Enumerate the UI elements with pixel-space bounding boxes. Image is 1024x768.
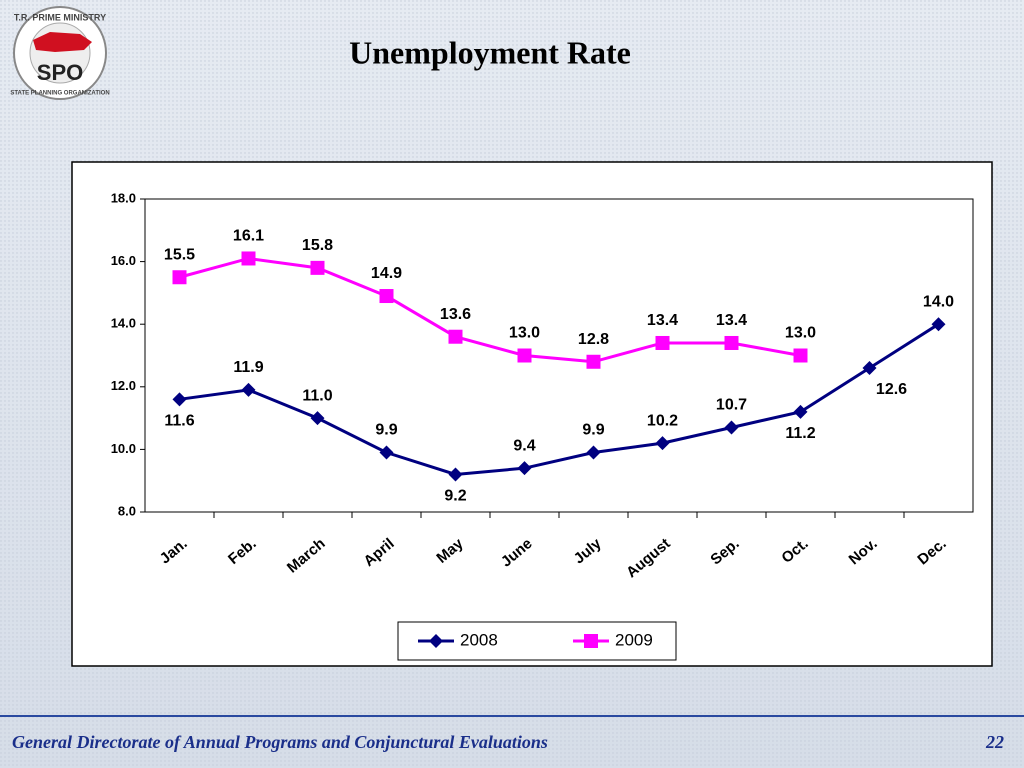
- data-point: [655, 335, 670, 350]
- data-label: 14.0: [923, 293, 954, 310]
- data-label: 9.9: [582, 422, 604, 439]
- data-point: [793, 348, 808, 363]
- data-point: [793, 404, 808, 419]
- data-label: 13.4: [647, 312, 678, 329]
- data-label: 12.6: [876, 381, 907, 398]
- data-point: [931, 317, 946, 332]
- data-point: [448, 467, 463, 482]
- page-number: 22: [985, 732, 1004, 752]
- data-point: [862, 361, 877, 376]
- data-point: [655, 436, 670, 451]
- legend-marker: [584, 634, 598, 648]
- data-point: [310, 260, 325, 275]
- data-label: 16.1: [233, 228, 264, 245]
- y-tick-label: 12.0: [111, 378, 136, 393]
- logo-bottom-text: STATE PLANNING ORGANIZATION: [10, 91, 109, 97]
- data-label: 9.4: [513, 437, 535, 454]
- data-label: 13.6: [440, 306, 471, 323]
- data-point: [241, 382, 256, 397]
- data-label: 11.0: [302, 387, 332, 404]
- logo-top-text: T.R. PRIME MINISTRY: [14, 12, 106, 22]
- data-label: 10.7: [716, 397, 747, 414]
- data-label: 12.8: [578, 331, 609, 348]
- data-point: [586, 445, 601, 460]
- data-point: [172, 270, 187, 285]
- legend-label: 2009: [615, 630, 653, 649]
- data-point: [379, 445, 394, 460]
- slide-title: Unemployment Rate: [349, 34, 631, 70]
- y-tick-label: 10.0: [111, 441, 136, 456]
- data-point: [517, 461, 532, 476]
- legend-marker: [429, 634, 443, 648]
- y-tick-label: 16.0: [111, 253, 136, 268]
- data-point: [517, 348, 532, 363]
- plot-area: [144, 198, 974, 513]
- logo-abbr: SPO: [37, 60, 83, 85]
- y-tick-label: 18.0: [111, 190, 136, 205]
- data-point: [379, 289, 394, 304]
- data-point: [310, 411, 325, 426]
- data-label: 9.2: [444, 488, 466, 505]
- data-label: 15.5: [164, 246, 195, 263]
- data-point: [172, 392, 187, 407]
- data-label: 14.9: [371, 265, 402, 282]
- data-label: 11.6: [164, 413, 194, 430]
- y-tick-label: 14.0: [111, 316, 136, 331]
- footer-text: General Directorate of Annual Programs a…: [12, 732, 548, 752]
- data-point: [448, 329, 463, 344]
- data-point: [586, 354, 601, 369]
- data-label: 11.2: [785, 425, 815, 442]
- logo: T.R. PRIME MINISTRY SPO STATE PLANNING O…: [10, 6, 110, 100]
- data-point: [241, 251, 256, 266]
- data-label: 9.9: [375, 422, 397, 439]
- legend-label: 2008: [460, 630, 498, 649]
- data-label: 11.9: [233, 359, 263, 376]
- data-label: 13.4: [716, 312, 747, 329]
- data-point: [724, 420, 739, 435]
- series-line: [179, 322, 940, 476]
- data-label: 15.8: [302, 237, 333, 254]
- data-label: 13.0: [509, 325, 540, 342]
- logo-map: [33, 32, 92, 52]
- data-label: 10.2: [647, 412, 678, 429]
- y-tick-label: 8.0: [118, 503, 136, 518]
- data-label: 13.0: [785, 325, 816, 342]
- data-point: [724, 335, 739, 350]
- series-line: [179, 256, 801, 364]
